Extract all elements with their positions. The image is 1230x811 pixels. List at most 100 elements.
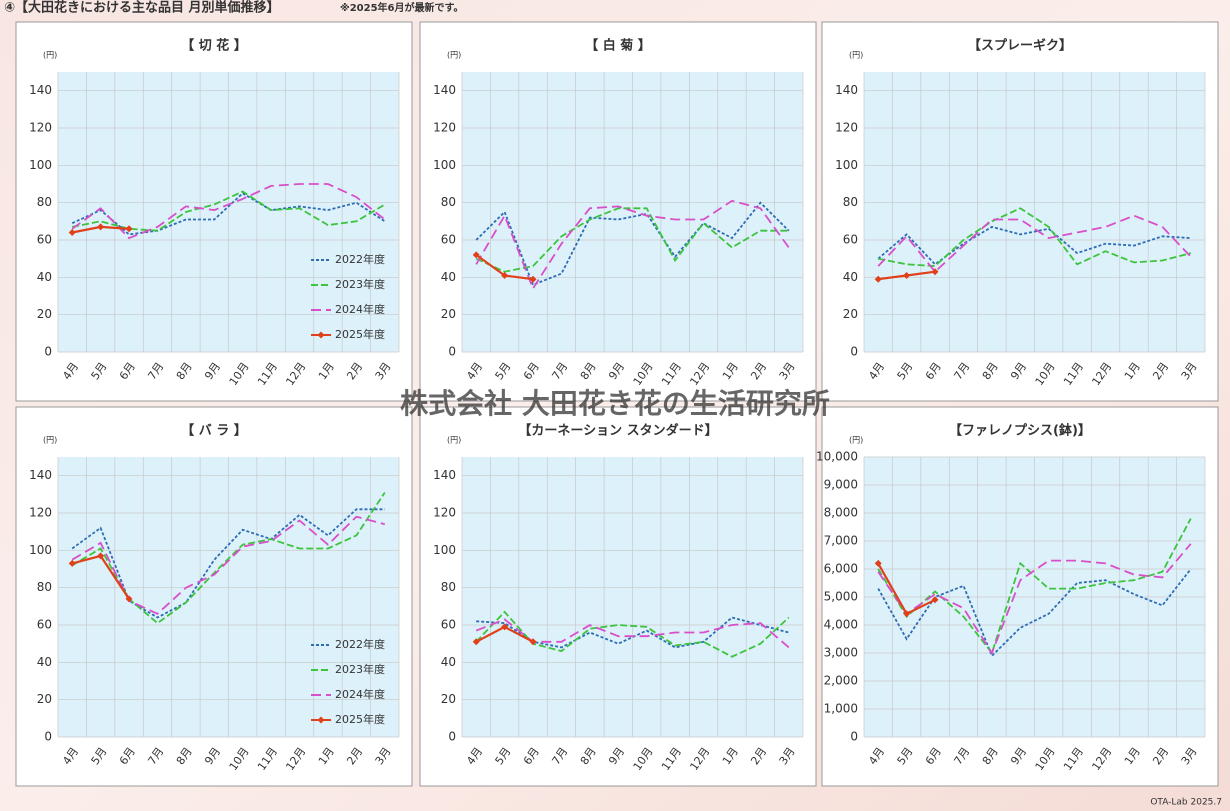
chart-title: 【カーネーション スタンダード】 <box>518 423 717 439</box>
y-tick-label: 6,000 <box>824 562 858 576</box>
point-marker <box>903 610 911 618</box>
point-marker <box>874 559 882 567</box>
y-tick-label: 140 <box>433 83 456 97</box>
series-line <box>877 568 1192 658</box>
y-tick-label: 8,000 <box>824 506 858 520</box>
point-marker <box>529 275 537 283</box>
point-marker <box>472 638 480 646</box>
legend-label: 2025年度 <box>335 327 385 341</box>
series-line <box>877 518 1192 655</box>
series-line <box>475 618 790 649</box>
point-marker <box>931 268 939 276</box>
y-tick-label: 80 <box>843 195 858 209</box>
y-tick-label: 100 <box>29 158 52 172</box>
y-tick-label: 120 <box>29 121 52 135</box>
point-marker <box>97 223 105 231</box>
y-axis-label: (円) <box>43 51 57 60</box>
series-line <box>877 225 1191 266</box>
point-marker <box>125 225 133 233</box>
series-line <box>475 207 789 273</box>
y-tick-label: 2,000 <box>824 674 858 688</box>
footer: OTA-Lab 2025.7 <box>1150 798 1222 808</box>
y-tick-label: 40 <box>37 655 52 669</box>
page-note: ※2025年6月が最新です。 <box>340 1 464 14</box>
chart-title: 【 白 菊 】 <box>585 38 651 54</box>
y-tick-label: 20 <box>37 307 52 321</box>
point-marker <box>472 251 480 259</box>
point-marker <box>68 559 76 567</box>
chart-title: 【 バ ラ 】 <box>181 423 247 439</box>
point-marker <box>529 638 537 646</box>
y-tick-label: 120 <box>835 121 858 135</box>
y-axis-label: (円) <box>447 51 461 60</box>
y-tick-label: 1,000 <box>824 702 858 716</box>
y-tick-label: 0 <box>44 730 52 744</box>
series-line <box>71 508 385 619</box>
y-tick-label: 4,000 <box>824 618 858 632</box>
y-tick-label: 100 <box>433 543 456 557</box>
y-tick-label: 20 <box>441 692 456 706</box>
legend-label: 2024年度 <box>335 687 385 701</box>
y-tick-label: 120 <box>29 506 52 520</box>
point-marker <box>903 271 911 279</box>
point-marker <box>68 229 76 237</box>
y-tick-label: 60 <box>37 233 52 247</box>
y-tick-label: 20 <box>843 307 858 321</box>
y-tick-label: 80 <box>441 580 456 594</box>
y-tick-label: 140 <box>29 468 52 482</box>
point-marker <box>874 275 882 283</box>
y-axis-label: (円) <box>849 51 863 60</box>
y-tick-label: 9,000 <box>824 478 858 492</box>
watermark: 株式会社 大田花き花の生活研究所 <box>400 387 830 420</box>
y-tick-label: 40 <box>441 270 456 284</box>
y-tick-label: 80 <box>441 195 456 209</box>
legend-marker <box>317 716 325 724</box>
y-tick-label: 100 <box>433 158 456 172</box>
y-tick-label: 140 <box>433 468 456 482</box>
chart-title: 【スプレーギク】 <box>968 38 1072 54</box>
chart-title: 【ファレノプシス(鉢)】 <box>949 423 1091 439</box>
y-tick-label: 120 <box>433 506 456 520</box>
series-line <box>71 192 386 236</box>
chart-title: 【 切 花 】 <box>181 38 247 54</box>
y-tick-label: 40 <box>37 270 52 284</box>
y-tick-label: 5,000 <box>824 590 858 604</box>
series-line <box>475 201 790 286</box>
y-axis-label: (円) <box>43 436 57 445</box>
legend-label: 2023年度 <box>335 277 385 291</box>
series-line <box>877 214 1192 274</box>
y-tick-label: 0 <box>850 730 858 744</box>
y-tick-label: 7,000 <box>824 534 858 548</box>
y-tick-label: 60 <box>843 233 858 247</box>
legend-label: 2025年度 <box>335 712 385 726</box>
y-tick-label: 140 <box>29 83 52 97</box>
y-tick-label: 0 <box>448 730 456 744</box>
y-tick-label: 100 <box>29 543 52 557</box>
y-tick-label: 80 <box>37 195 52 209</box>
legend-label: 2022年度 <box>335 637 385 651</box>
point-marker <box>931 596 939 604</box>
point-marker <box>501 623 509 631</box>
page-title: ④【大田花きにおける主な品目 月別単価推移】 <box>4 0 280 16</box>
series-line <box>475 199 790 291</box>
y-tick-label: 120 <box>433 121 456 135</box>
legend-label: 2024年度 <box>335 302 385 316</box>
legend-label: 2022年度 <box>335 252 385 266</box>
y-axis-label: (円) <box>849 436 863 445</box>
series-line <box>71 515 386 615</box>
y-tick-label: 20 <box>37 692 52 706</box>
legend-label: 2023年度 <box>335 662 385 676</box>
y-tick-label: 60 <box>441 233 456 247</box>
point-marker <box>125 595 133 603</box>
series-line <box>877 543 1192 655</box>
y-tick-label: 60 <box>441 618 456 632</box>
y-tick-label: 0 <box>44 345 52 359</box>
y-tick-label: 3,000 <box>824 646 858 660</box>
y-tick-label: 60 <box>37 618 52 632</box>
point-marker <box>97 552 105 560</box>
